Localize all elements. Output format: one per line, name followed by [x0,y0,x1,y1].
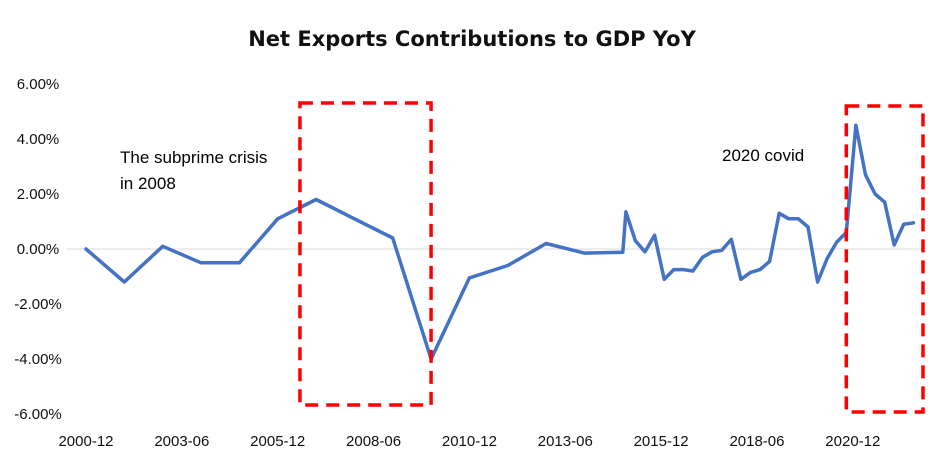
data-point [506,263,510,268]
data-point [883,200,887,204]
x-tick-label: 2020-12 [825,433,880,450]
data-point [796,217,801,221]
data-point [544,241,548,246]
data-point [739,277,743,281]
series-layer [84,123,916,361]
x-tick-label: 2000-12 [58,433,113,450]
x-tick-label: 2008-06 [346,433,401,450]
data-point [672,268,676,272]
data-point [391,236,395,240]
data-point [748,270,753,274]
data-point [816,280,820,284]
data-point [653,233,657,237]
x-tick-label: 2010-12 [442,433,497,450]
x-tick-label: 2003-06 [154,433,209,450]
y-tick-label: 6.00% [17,76,60,93]
data-point [758,268,762,272]
data-point [825,257,829,261]
y-tick-label: -6.00% [14,406,62,423]
data-point [624,210,628,214]
highlight-boxes [298,101,925,414]
x-tick-label: 2015-12 [634,433,689,450]
data-point [691,269,695,273]
data-point [314,197,318,202]
data-point [662,277,666,281]
data-point [467,276,471,280]
data-point [787,217,791,221]
y-tick-label: 2.00% [17,186,60,203]
data-point [621,250,625,254]
data-point [911,221,916,225]
x-tick-label: 2005-12 [250,433,305,450]
x-tick-label: 2013-06 [538,433,593,450]
data-point [352,217,356,221]
data-point [700,255,705,259]
highlight-box [298,101,433,407]
annotation-covid: 2020 covid [722,146,804,165]
data-point [729,237,733,241]
data-point [237,261,241,265]
data-point [768,259,772,263]
data-point [582,251,587,255]
data-point [199,261,203,265]
x-axis-ticks: 2000-12 2003-06 2005-12 2008-06 2010-12 2013-… [58,433,880,450]
data-point [122,280,126,284]
data-point [633,239,638,243]
data-point [720,248,724,252]
data-point [835,240,839,244]
data-point [777,211,781,215]
y-tick-label: 4.00% [17,131,60,148]
y-tick-label: -4.00% [14,351,62,368]
y-tick-label: -2.00% [14,296,62,313]
x-tick-label: 2018-06 [729,433,784,450]
chart-title: Net Exports Contributions to GDP YoY [248,27,696,51]
data-point [854,123,858,127]
data-point [276,217,280,221]
data-point [643,250,647,254]
annotation-subprime-line1: The subprime crisis [120,148,267,167]
data-point [681,268,686,272]
y-axis-ticks: 6.00% 4.00% 2.00% 0.00% -2.00% -4.00% -6.00% [14,76,62,423]
series-line [84,123,916,361]
data-point [863,173,868,177]
data-point [873,192,877,196]
highlight-box [844,104,925,414]
y-tick-label: 0.00% [17,241,60,258]
data-point [161,244,165,248]
data-point [902,222,906,226]
data-point [84,247,88,251]
data-point [892,243,896,247]
annotation-subprime-line2: in 2008 [120,174,176,193]
data-point [806,225,810,229]
data-point [710,250,714,254]
